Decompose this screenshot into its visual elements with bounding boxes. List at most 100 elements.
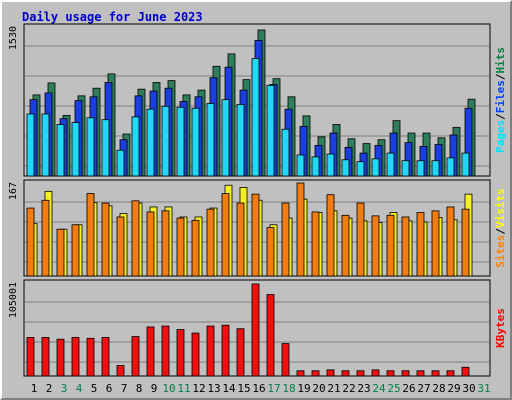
bar-pages-day-6 — [101, 119, 110, 177]
bar-pages-day-18 — [281, 128, 290, 177]
bar-sites-day-3 — [56, 228, 65, 277]
bar-pages-day-25 — [386, 152, 395, 177]
bar-sites-day-14 — [221, 193, 230, 277]
x-tick-label: 1 — [31, 382, 38, 395]
bar-kbytes-day-20 — [311, 370, 320, 377]
x-tick-label: 31 — [477, 382, 490, 395]
bar-pages-day-22 — [341, 159, 350, 177]
bar-pages-day-26 — [401, 160, 410, 177]
bar-sites-day-2 — [41, 199, 50, 277]
bar-pages-day-11 — [176, 106, 185, 177]
bar-sites-day-18 — [281, 202, 290, 277]
x-tick-label: 28 — [432, 382, 445, 395]
x-tick-label: 8 — [136, 382, 143, 395]
x-tick-label: 17 — [267, 382, 280, 395]
bar-kbytes-day-22 — [341, 370, 350, 377]
legend-sites: Sites — [494, 235, 507, 268]
legend: Sites/Visits — [494, 188, 507, 268]
x-tick-label: 10 — [162, 382, 175, 395]
bar-pages-day-7 — [116, 149, 125, 177]
x-tick-label: 12 — [192, 382, 205, 395]
x-tick-label: 15 — [237, 382, 250, 395]
legend-pages: Pages — [494, 120, 507, 153]
x-tick-label: 14 — [222, 382, 236, 395]
x-tick-label: 22 — [342, 382, 355, 395]
bar-sites-day-30 — [461, 208, 470, 277]
bar-sites-day-24 — [371, 215, 380, 277]
x-tick-label: 13 — [207, 382, 220, 395]
bar-pages-day-3 — [56, 124, 65, 177]
bar-sites-day-4 — [71, 224, 80, 277]
bar-sites-day-19 — [296, 182, 305, 277]
x-tick-label: 29 — [447, 382, 460, 395]
x-tick-label: 23 — [357, 382, 370, 395]
bar-kbytes-day-10 — [161, 325, 170, 377]
bar-kbytes-day-15 — [236, 328, 245, 377]
bar-pages-day-24 — [371, 158, 380, 177]
bar-sites-day-29 — [446, 206, 455, 277]
bar-sites-day-16 — [251, 193, 260, 277]
bar-sites-day-10 — [161, 210, 170, 277]
x-tick-label: 26 — [402, 382, 415, 395]
bar-sites-day-9 — [146, 211, 155, 277]
legend: Pages/Files/Hits — [494, 47, 507, 153]
bar-kbytes-day-23 — [356, 370, 365, 377]
bar-kbytes-day-30 — [461, 366, 470, 377]
bar-sites-day-5 — [86, 193, 95, 277]
panel-2: 167 Sites/Visits — [8, 179, 507, 277]
bar-kbytes-day-19 — [296, 370, 305, 377]
bar-sites-day-1 — [26, 207, 35, 277]
x-tick-label: 3 — [61, 382, 68, 395]
x-tick-label: 21 — [327, 382, 340, 395]
bar-sites-day-11 — [176, 217, 185, 277]
bar-kbytes-day-5 — [86, 337, 95, 377]
bar-kbytes-day-29 — [446, 370, 455, 377]
bar-kbytes-day-18 — [281, 343, 290, 377]
legend-files: Files — [494, 80, 507, 113]
bar-kbytes-day-6 — [101, 337, 110, 377]
x-tick-label: 16 — [252, 382, 265, 395]
bar-pages-day-1 — [26, 113, 35, 177]
legend: KBytes — [494, 308, 507, 348]
bar-kbytes-day-3 — [56, 338, 65, 377]
bar-kbytes-day-2 — [41, 337, 50, 377]
bar-kbytes-day-17 — [266, 294, 275, 377]
bar-kbytes-day-28 — [431, 370, 440, 377]
bar-sites-day-7 — [116, 216, 125, 277]
bar-pages-day-28 — [431, 160, 440, 177]
x-tick-label: 18 — [282, 382, 295, 395]
bar-sites-day-28 — [431, 210, 440, 277]
y-max-label: 1530 — [8, 26, 19, 50]
bar-pages-day-2 — [41, 113, 50, 177]
bar-sites-day-21 — [326, 194, 335, 277]
bar-pages-day-19 — [296, 154, 305, 177]
bar-pages-day-21 — [326, 153, 335, 177]
bar-pages-day-16 — [251, 58, 260, 177]
bar-sites-day-13 — [206, 208, 215, 277]
bar-sites-day-25 — [386, 214, 395, 277]
x-tick-label: 20 — [312, 382, 325, 395]
bar-sites-day-20 — [311, 211, 320, 277]
x-tick-label: 9 — [151, 382, 158, 395]
bar-kbytes-day-1 — [26, 337, 35, 377]
bar-pages-day-20 — [311, 156, 320, 177]
legend-visits: Visits — [494, 188, 507, 228]
bar-kbytes-day-4 — [71, 337, 80, 377]
x-tick-label: 7 — [121, 382, 128, 395]
panel-3: 105001 KBytes — [8, 279, 507, 377]
bar-sites-day-22 — [341, 214, 350, 277]
bar-kbytes-day-21 — [326, 369, 335, 377]
chart-title: Daily usage for June 2023 — [22, 10, 203, 24]
bar-kbytes-day-7 — [116, 365, 125, 377]
bar-kbytes-day-16 — [251, 283, 260, 377]
bar-kbytes-day-12 — [191, 332, 200, 377]
bar-kbytes-day-27 — [416, 370, 425, 377]
bar-pages-day-5 — [86, 117, 95, 177]
x-tick-label: 11 — [177, 382, 190, 395]
bar-kbytes-day-25 — [386, 370, 395, 377]
bar-sites-day-15 — [236, 202, 245, 277]
bar-kbytes-day-8 — [131, 336, 140, 377]
x-tick-label: 24 — [372, 382, 386, 395]
bar-pages-day-8 — [131, 116, 140, 177]
